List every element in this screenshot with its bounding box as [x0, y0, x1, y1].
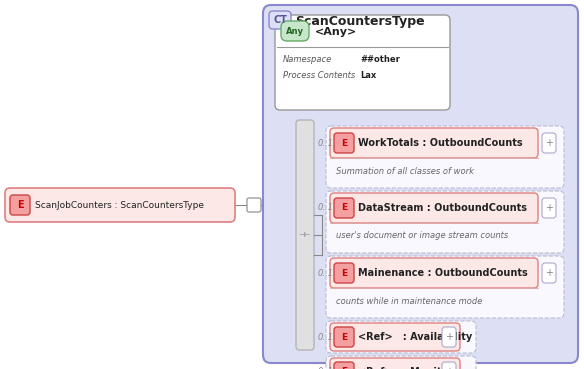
FancyBboxPatch shape — [247, 198, 261, 212]
FancyBboxPatch shape — [5, 188, 235, 222]
Text: <Ref>   : Monitoring: <Ref> : Monitoring — [358, 367, 471, 369]
FancyBboxPatch shape — [330, 258, 538, 288]
Text: E: E — [341, 203, 347, 213]
FancyBboxPatch shape — [442, 362, 456, 369]
Text: 0..1: 0..1 — [318, 203, 334, 213]
Text: user's document or image stream counts: user's document or image stream counts — [336, 231, 508, 241]
Text: Lax: Lax — [360, 70, 376, 79]
Text: E: E — [341, 138, 347, 148]
Text: Mainenance : OutboundCounts: Mainenance : OutboundCounts — [358, 268, 528, 278]
FancyBboxPatch shape — [542, 198, 556, 218]
FancyBboxPatch shape — [296, 120, 314, 350]
FancyBboxPatch shape — [334, 327, 354, 347]
Text: Namespace: Namespace — [283, 55, 332, 65]
Text: E: E — [341, 269, 347, 277]
Text: Process Contents: Process Contents — [283, 70, 355, 79]
Text: counts while in maintenance mode: counts while in maintenance mode — [336, 297, 482, 306]
FancyBboxPatch shape — [326, 191, 564, 253]
FancyBboxPatch shape — [442, 327, 456, 347]
FancyBboxPatch shape — [281, 21, 309, 41]
Text: ScanCountersType: ScanCountersType — [295, 15, 425, 28]
FancyBboxPatch shape — [263, 5, 578, 363]
FancyBboxPatch shape — [330, 193, 538, 223]
FancyBboxPatch shape — [10, 195, 30, 215]
FancyBboxPatch shape — [542, 263, 556, 283]
FancyBboxPatch shape — [326, 126, 564, 188]
Text: E: E — [341, 368, 347, 369]
Text: <Ref>   : Availability: <Ref> : Availability — [358, 332, 472, 342]
FancyBboxPatch shape — [326, 321, 476, 353]
Text: +: + — [445, 367, 453, 369]
FancyBboxPatch shape — [334, 263, 354, 283]
FancyBboxPatch shape — [330, 358, 460, 369]
FancyBboxPatch shape — [334, 133, 354, 153]
Text: WorkTotals : OutboundCounts: WorkTotals : OutboundCounts — [358, 138, 523, 148]
Text: Summation of all classes of work: Summation of all classes of work — [336, 166, 474, 176]
Text: DataStream : OutboundCounts: DataStream : OutboundCounts — [358, 203, 527, 213]
Text: +: + — [545, 203, 553, 213]
Text: 0..1: 0..1 — [318, 269, 334, 277]
Text: E: E — [341, 332, 347, 341]
Text: 0..1: 0..1 — [318, 138, 334, 148]
FancyBboxPatch shape — [330, 323, 460, 351]
FancyBboxPatch shape — [334, 198, 354, 218]
FancyBboxPatch shape — [326, 356, 476, 369]
Text: +: + — [445, 332, 453, 342]
Text: +: + — [545, 138, 553, 148]
FancyBboxPatch shape — [269, 11, 291, 29]
Text: Any: Any — [286, 27, 304, 35]
Text: ⊣⊢: ⊣⊢ — [299, 232, 311, 238]
FancyBboxPatch shape — [334, 362, 354, 369]
Text: E: E — [17, 200, 23, 210]
Text: +: + — [545, 268, 553, 278]
FancyBboxPatch shape — [330, 128, 538, 158]
Text: 0..1: 0..1 — [318, 368, 334, 369]
FancyBboxPatch shape — [326, 256, 564, 318]
Text: 0..1: 0..1 — [318, 332, 334, 341]
FancyBboxPatch shape — [542, 133, 556, 153]
Text: CT: CT — [273, 15, 287, 25]
FancyBboxPatch shape — [275, 15, 450, 110]
Text: ##other: ##other — [360, 55, 400, 65]
Text: ScanJobCounters : ScanCountersType: ScanJobCounters : ScanCountersType — [35, 200, 204, 210]
Text: <Any>: <Any> — [315, 27, 357, 37]
